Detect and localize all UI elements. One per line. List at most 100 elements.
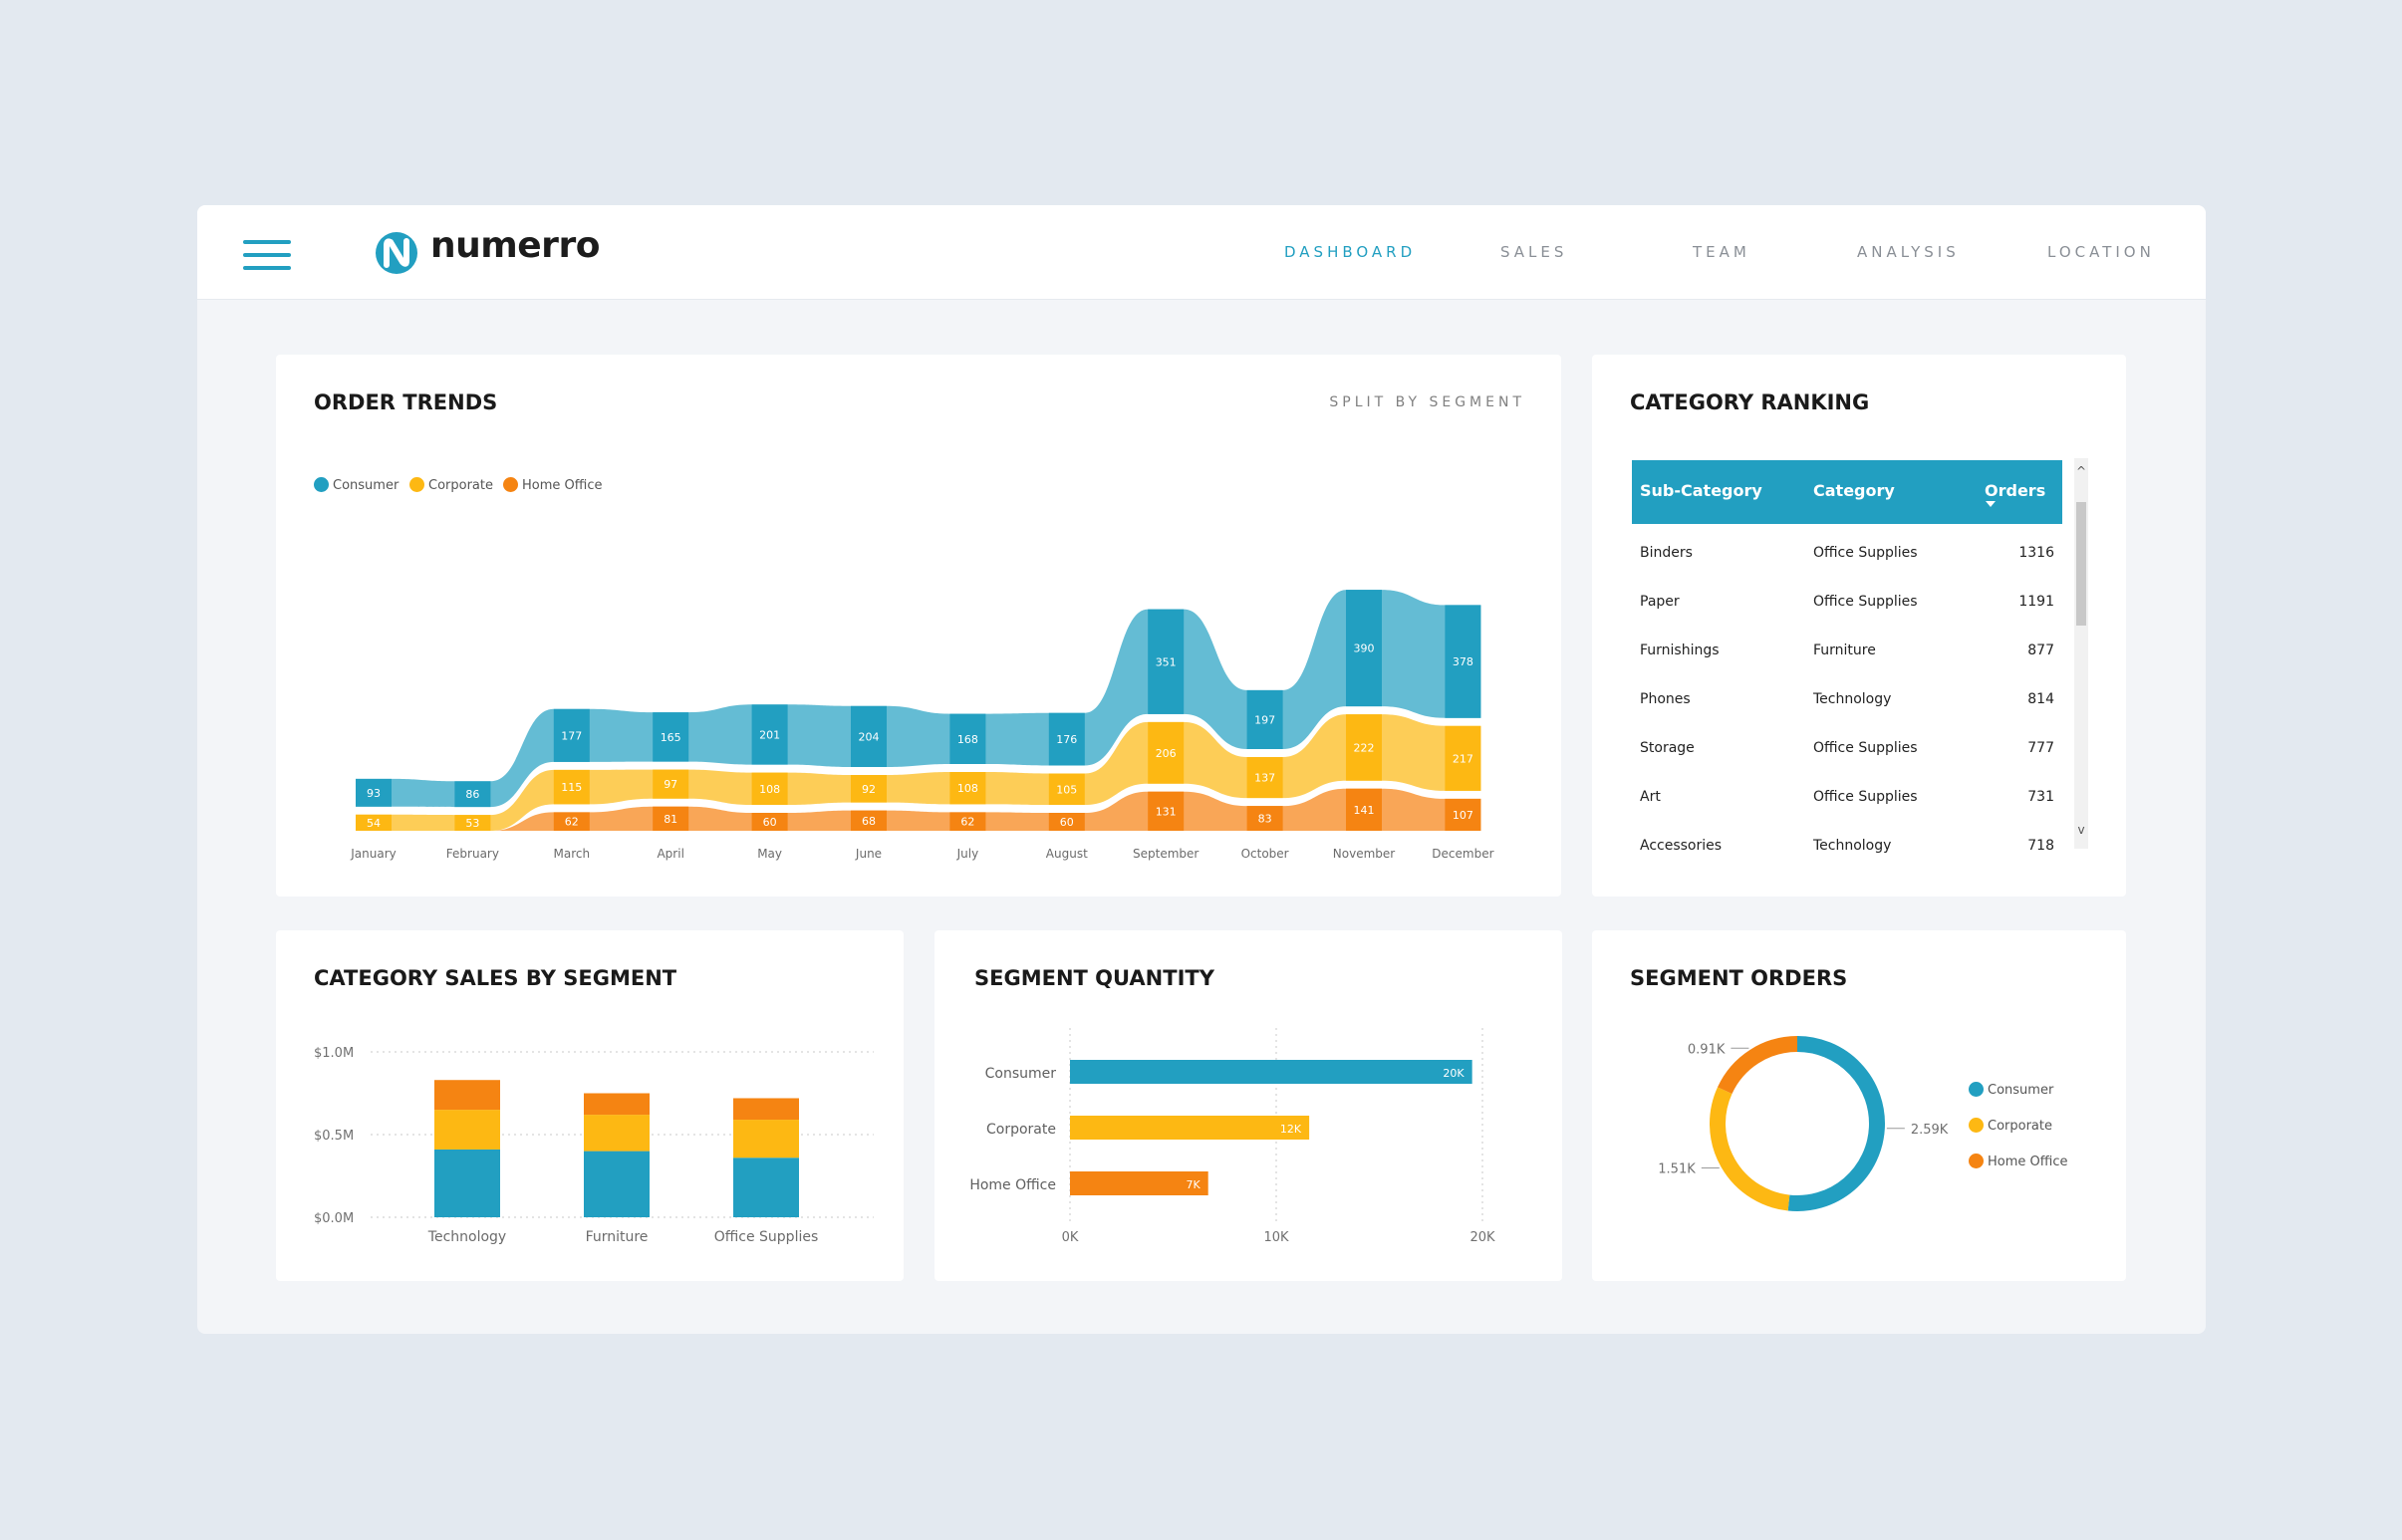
ranking-table-header: Sub-Category Category Orders	[1632, 460, 2062, 524]
data-label: 177	[561, 729, 582, 742]
bar-segment[interactable]	[1246, 806, 1283, 831]
x-tick-label: April	[657, 847, 683, 861]
bar-segment[interactable]	[851, 705, 887, 767]
bar[interactable]	[1070, 1060, 1472, 1084]
bar-segment[interactable]	[733, 1157, 799, 1217]
sort-desc-icon[interactable]	[1985, 500, 1997, 508]
bar-segment[interactable]	[434, 1080, 500, 1111]
bar-segment[interactable]	[949, 713, 986, 764]
bar-segment[interactable]	[584, 1115, 650, 1152]
bar-segment[interactable]	[653, 712, 689, 762]
column-header-orders[interactable]: Orders	[1985, 481, 2046, 500]
bar-segment[interactable]	[733, 1120, 799, 1158]
bar-segment[interactable]	[653, 806, 689, 831]
bar-segment[interactable]	[751, 772, 788, 805]
legend-label: Home Office	[1988, 1155, 2068, 1169]
nav-team[interactable]: TEAM	[1693, 243, 1750, 261]
legend-corporate[interactable]: Corporate	[1969, 1118, 2052, 1134]
bar-segment[interactable]	[553, 812, 590, 831]
bar-segment[interactable]	[851, 775, 887, 803]
bar-segment[interactable]	[1445, 798, 1481, 831]
bar-segment[interactable]	[584, 1093, 650, 1116]
bar-segment[interactable]	[356, 814, 392, 831]
bar-segment[interactable]	[454, 781, 491, 808]
bar-segment[interactable]	[653, 769, 689, 799]
split-by-segment-toggle[interactable]: SPLIT BY SEGMENT	[1329, 394, 1525, 410]
data-label: 108	[759, 783, 780, 796]
bar-segment[interactable]	[733, 1098, 799, 1121]
data-label: 92	[862, 783, 876, 796]
table-scrollbar-thumb[interactable]	[2076, 502, 2086, 626]
bar-segment[interactable]	[851, 810, 887, 831]
bar-segment[interactable]	[949, 772, 986, 805]
table-row[interactable]: Art Office Supplies 731	[1632, 774, 2062, 822]
top-navigation-bar: numerro DASHBOARD SALES TEAM ANALYSIS LO…	[197, 205, 2206, 300]
legend-consumer[interactable]: Consumer	[1969, 1082, 2053, 1098]
nav-sales[interactable]: SALES	[1500, 243, 1568, 261]
nav-location[interactable]: LOCATION	[2047, 243, 2155, 261]
orders-cell: 777	[2027, 740, 2054, 756]
bar[interactable]	[1070, 1116, 1310, 1140]
data-label: 168	[957, 733, 978, 746]
bar-segment[interactable]	[1445, 725, 1481, 791]
bar-segment[interactable]	[1148, 721, 1185, 784]
donut-slice[interactable]	[1710, 1087, 1790, 1211]
bar-segment[interactable]	[1048, 712, 1085, 766]
donut-slice[interactable]	[1787, 1036, 1885, 1211]
x-tick-label: August	[1046, 847, 1088, 861]
data-label: 2.59K	[1911, 1123, 1949, 1138]
table-row[interactable]: Paper Office Supplies 1191	[1632, 579, 2062, 627]
table-row[interactable]: Accessories Technology 718	[1632, 823, 2062, 871]
data-label: 105	[1056, 783, 1077, 796]
legend-home-office[interactable]: Home Office	[1969, 1154, 2067, 1169]
category-cell: Technology	[1813, 838, 1892, 854]
bar-segment[interactable]	[584, 1151, 650, 1217]
bar-segment[interactable]	[1148, 609, 1185, 714]
bar-segment[interactable]	[751, 813, 788, 831]
data-label: 83	[1258, 813, 1272, 826]
scroll-up-arrow-icon[interactable]: ^	[2075, 464, 2087, 478]
bar-segment[interactable]	[553, 769, 590, 805]
bar-segment[interactable]	[949, 812, 986, 831]
donut-slice[interactable]	[1717, 1036, 1798, 1095]
bar-segment[interactable]	[434, 1149, 500, 1217]
column-header-sub-category[interactable]: Sub-Category	[1640, 481, 1762, 500]
table-row[interactable]: Storage Office Supplies 777	[1632, 725, 2062, 773]
bar-segment[interactable]	[1246, 757, 1283, 799]
bar-segment[interactable]	[454, 815, 491, 831]
table-row[interactable]: Furnishings Furniture 877	[1632, 628, 2062, 675]
nav-dashboard[interactable]: DASHBOARD	[1284, 243, 1417, 261]
bar-segment[interactable]	[1048, 813, 1085, 831]
bar-segment[interactable]	[553, 708, 590, 762]
table-row[interactable]: Phones Technology 814	[1632, 676, 2062, 724]
bar-segment[interactable]	[1346, 714, 1382, 781]
data-label: 131	[1156, 805, 1177, 818]
legend-corporate[interactable]: Corporate	[409, 477, 493, 493]
bar-segment[interactable]	[434, 1110, 500, 1150]
x-tick-label: 20K	[1469, 1230, 1495, 1245]
bar-segment[interactable]	[1246, 689, 1283, 749]
data-label: 378	[1453, 655, 1473, 668]
column-header-category[interactable]: Category	[1813, 481, 1895, 500]
category-ranking-card: CATEGORY RANKING Sub-Category Category O…	[1592, 355, 2126, 897]
sub-category-cell: Phones	[1640, 691, 1691, 707]
scroll-down-arrow-icon[interactable]: v	[2077, 823, 2085, 837]
category-cell: Furniture	[1813, 642, 1876, 658]
legend-consumer[interactable]: Consumer	[314, 477, 399, 493]
area-band-corporate	[356, 714, 1481, 831]
x-tick-label: Technology	[427, 1229, 506, 1245]
hamburger-menu-icon[interactable]	[243, 240, 291, 270]
bar[interactable]	[1070, 1171, 1208, 1195]
bar-segment[interactable]	[1445, 605, 1481, 718]
bar-segment[interactable]	[356, 778, 392, 807]
bar-segment[interactable]	[1048, 773, 1085, 806]
data-label: 137	[1254, 772, 1275, 785]
brand-name: numerro	[430, 225, 600, 266]
bar-segment[interactable]	[1346, 788, 1382, 831]
legend-home-office[interactable]: Home Office	[503, 477, 602, 493]
nav-analysis[interactable]: ANALYSIS	[1857, 243, 1960, 261]
bar-segment[interactable]	[1148, 791, 1185, 831]
table-row[interactable]: Binders Office Supplies 1316	[1632, 530, 2062, 578]
bar-segment[interactable]	[751, 704, 788, 765]
bar-segment[interactable]	[1346, 590, 1382, 707]
